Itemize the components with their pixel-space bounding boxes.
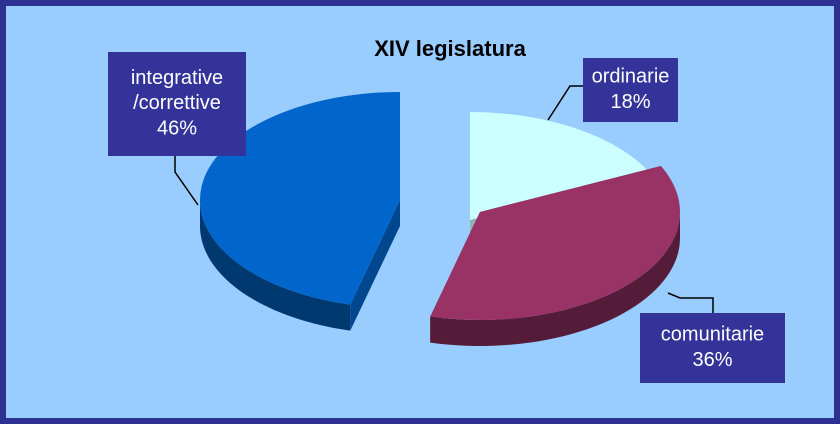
slice-wall: [200, 200, 351, 331]
data-label-value: 36%: [692, 349, 732, 371]
data-label-category: comunitarie: [661, 324, 764, 346]
slice-top: [430, 166, 680, 320]
pie-slice: [430, 166, 680, 346]
leader-line: [174, 156, 199, 206]
data-label-box: [640, 313, 785, 383]
pie-slice: [200, 92, 400, 331]
chart-title: XIV legislatura: [374, 36, 526, 61]
data-label-category: integrative/correttive: [131, 67, 223, 114]
slice-top: [200, 92, 400, 305]
data-label-box: [583, 58, 678, 122]
data-label-value: 18%: [610, 91, 650, 113]
slice-top: [470, 112, 651, 220]
data-label-box: [108, 52, 246, 156]
slice-cut-face: [350, 200, 400, 331]
leader-line: [667, 292, 714, 313]
data-label-value: 46%: [157, 117, 197, 139]
data-label-category: ordinarie: [592, 66, 670, 88]
slice-wall: [430, 212, 680, 346]
leader-line: [547, 85, 583, 121]
